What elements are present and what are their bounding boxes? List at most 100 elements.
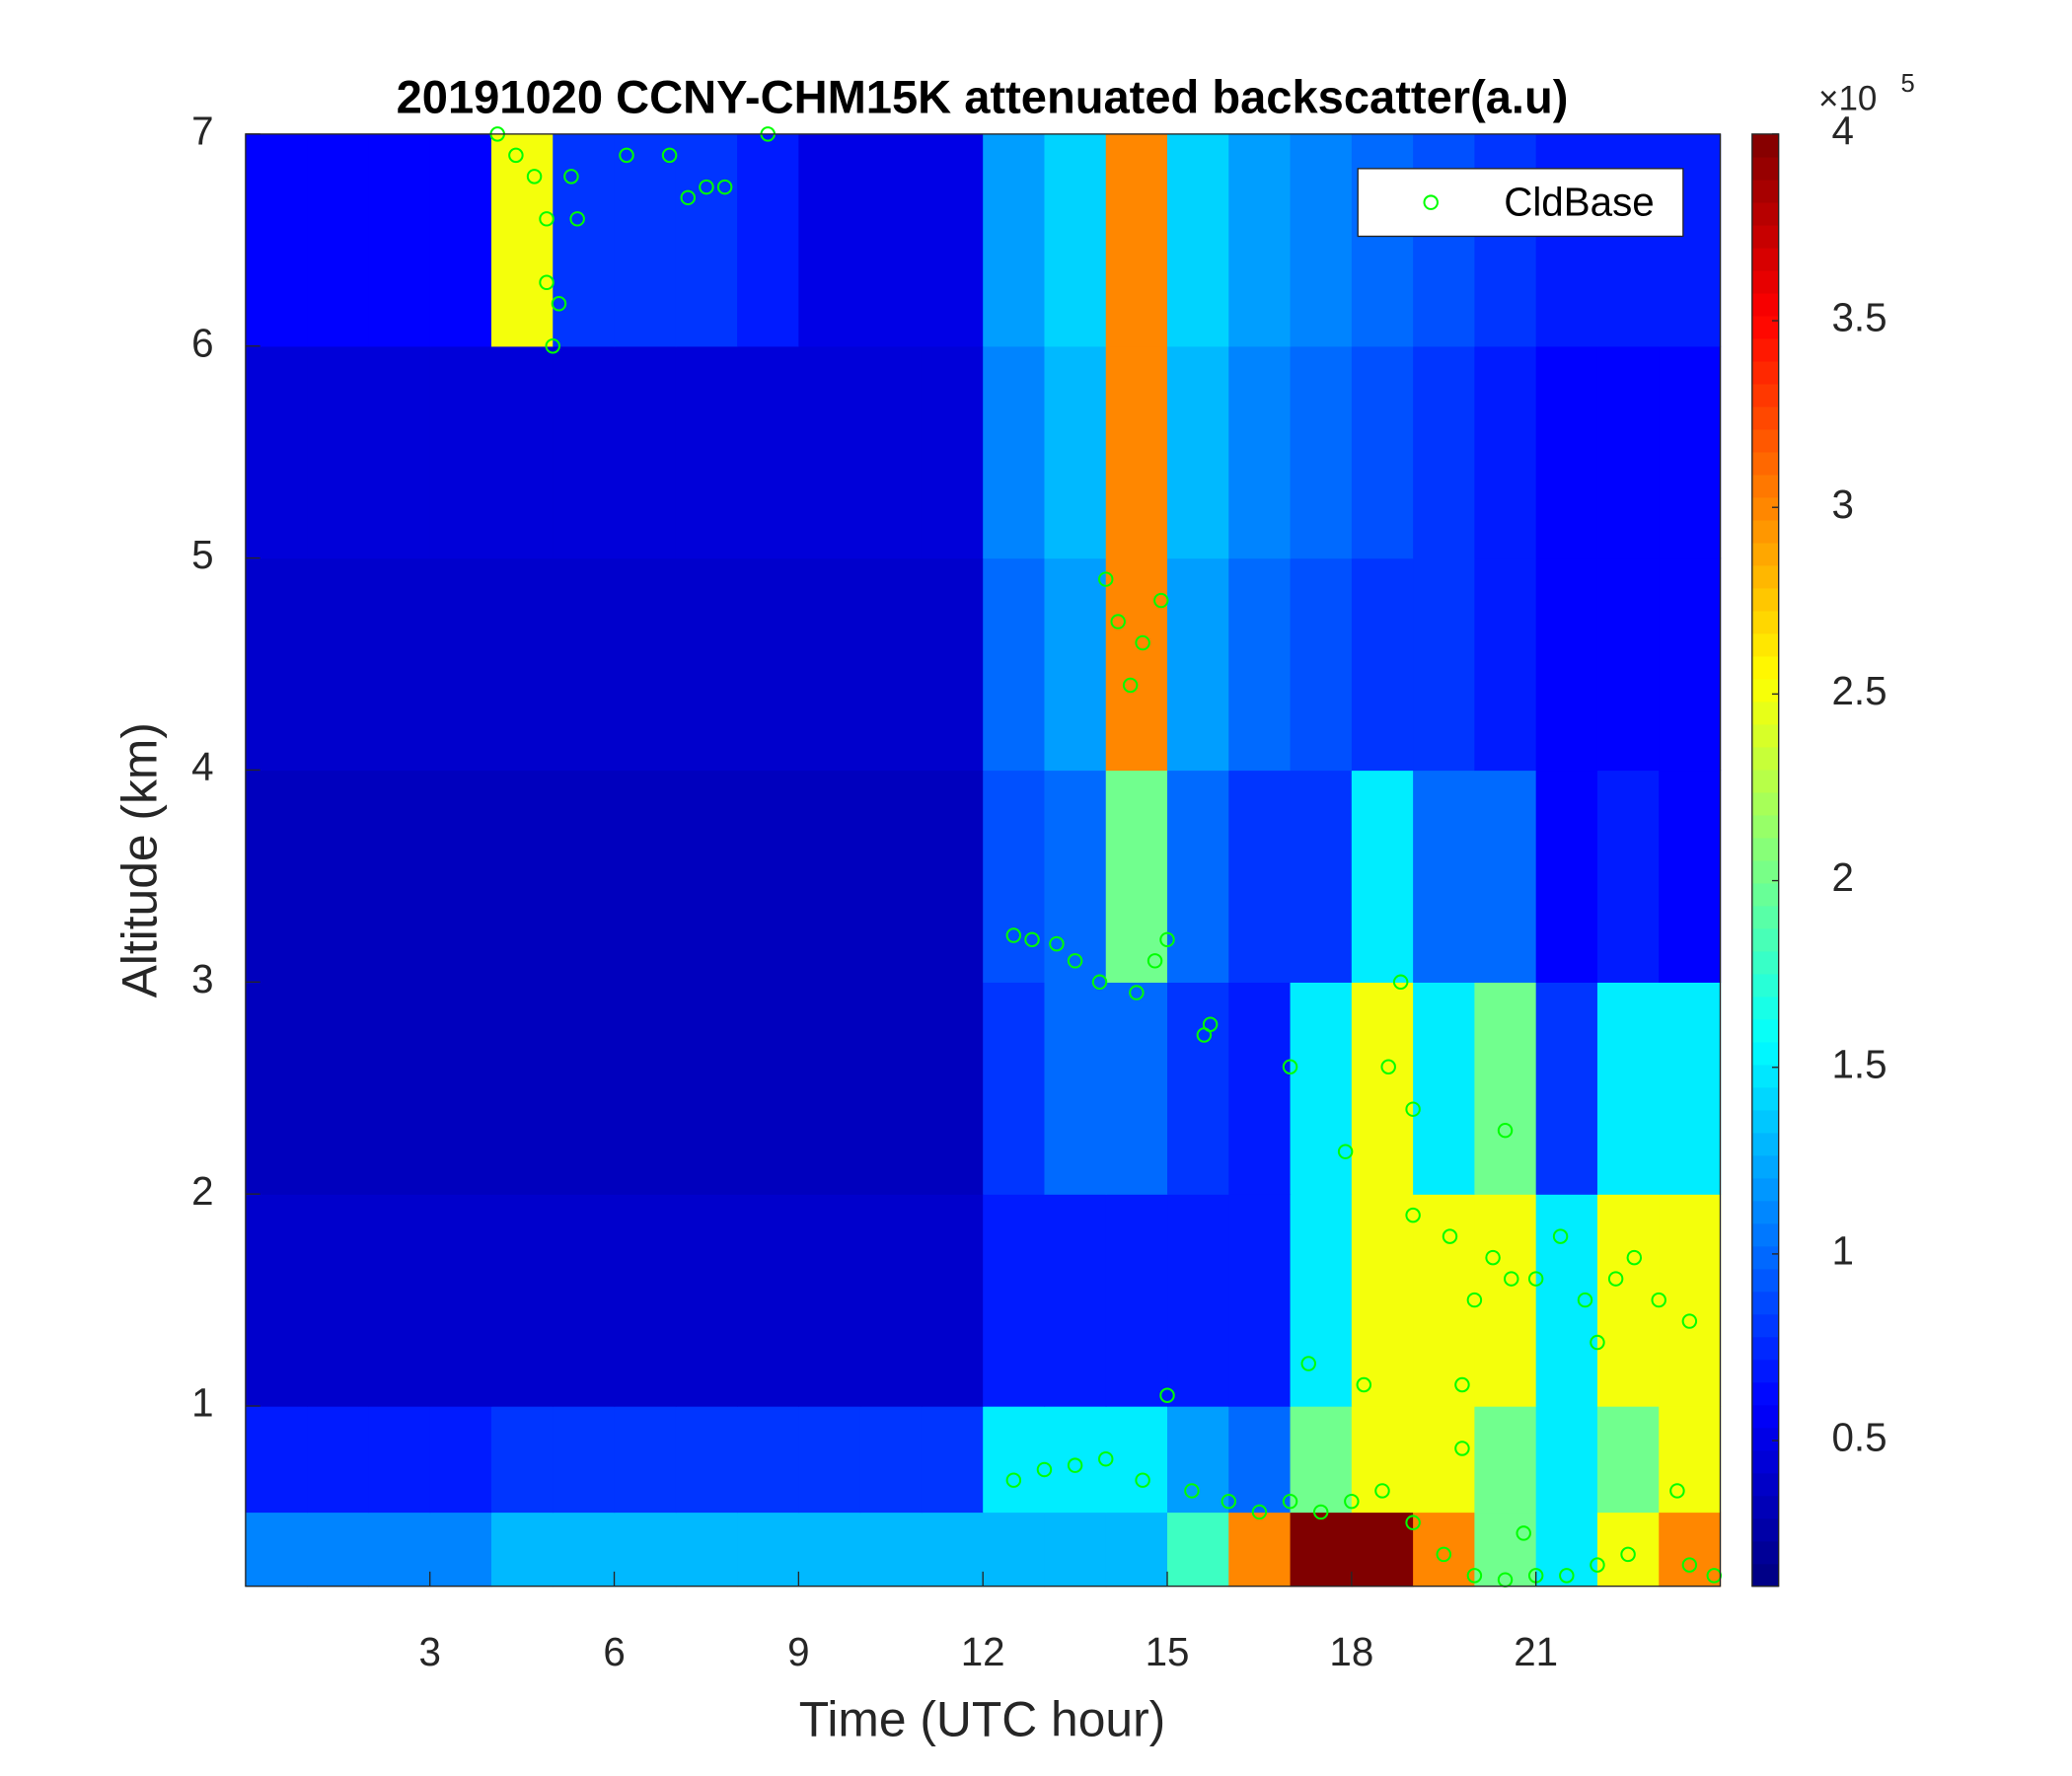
colorbar-tick-label: 2 xyxy=(1832,854,1854,900)
heatmap-cell xyxy=(1044,1194,1107,1407)
cloud-base-point xyxy=(539,274,555,291)
heatmap-cell xyxy=(1105,982,1168,1195)
colorbar-band xyxy=(1751,1018,1779,1043)
heatmap-cell xyxy=(1351,770,1414,983)
cloud-base-point xyxy=(1374,1483,1390,1499)
colorbar-tick-label: 0.5 xyxy=(1832,1415,1887,1460)
cloud-base-point xyxy=(1552,1228,1569,1244)
colorbar-band xyxy=(1751,632,1779,657)
cloud-base-point xyxy=(1202,1016,1219,1032)
heatmap-cell xyxy=(859,345,923,559)
heatmap-cell xyxy=(675,1405,738,1514)
heatmap-cell xyxy=(429,345,492,559)
heatmap-cell xyxy=(921,982,984,1195)
cloud-base-point xyxy=(1681,1557,1698,1573)
colorbar-band xyxy=(1751,1222,1779,1247)
colorbar-band xyxy=(1751,1359,1779,1383)
cloud-base-point xyxy=(1221,1493,1237,1510)
colorbar-band xyxy=(1751,1064,1779,1088)
cloud-base-point xyxy=(1590,1557,1605,1573)
heatmap-cell xyxy=(675,982,738,1195)
heatmap-cell xyxy=(921,133,984,347)
heatmap-cell xyxy=(859,982,923,1195)
colorbar-band xyxy=(1751,1200,1779,1224)
cloud-base-point xyxy=(1620,1546,1636,1563)
cloud-base-point xyxy=(1049,935,1065,952)
heatmap-cell xyxy=(307,345,370,559)
heatmap-cell xyxy=(307,1194,370,1407)
heatmap-cell xyxy=(1167,557,1229,772)
heatmap-cell xyxy=(1290,1194,1353,1407)
heatmap-cell xyxy=(614,1405,677,1514)
colorbar-band xyxy=(1751,701,1779,725)
heatmap-cell xyxy=(1290,345,1353,559)
cloud-base-point xyxy=(1300,1356,1316,1371)
cloud-base-point xyxy=(1153,592,1169,609)
colorbar-band xyxy=(1751,1132,1779,1156)
heatmap-cell xyxy=(490,133,554,347)
cloud-base-point xyxy=(1405,1207,1421,1223)
colorbar-band xyxy=(1751,610,1779,634)
x-axis-label: Time (UTC hour) xyxy=(799,1691,1165,1746)
heatmap-cell xyxy=(798,557,861,772)
heatmap-cell xyxy=(1351,557,1414,772)
colorbar-band xyxy=(1751,360,1779,385)
heatmap-cell xyxy=(368,1405,431,1514)
heatmap-cell xyxy=(1413,1405,1476,1514)
heatmap-cell xyxy=(245,982,308,1195)
heatmap-cell xyxy=(1413,982,1476,1195)
heatmap-cell xyxy=(1659,1405,1722,1514)
heatmap-cell xyxy=(490,1405,554,1514)
heatmap xyxy=(245,133,1722,1588)
heatmap-cell xyxy=(1596,557,1660,772)
heatmap-cell xyxy=(1351,982,1414,1195)
heatmap-cell xyxy=(1351,1194,1414,1407)
heatmap-cell xyxy=(368,770,431,983)
heatmap-cell xyxy=(1659,770,1722,983)
heatmap-cell xyxy=(737,1194,800,1407)
heatmap-cell xyxy=(490,770,554,983)
heatmap-cell xyxy=(1167,1405,1229,1514)
colorbar-band xyxy=(1751,996,1779,1020)
cloud-base-point xyxy=(1091,974,1108,991)
heatmap-cell xyxy=(1535,1405,1598,1514)
heatmap-cell xyxy=(1105,770,1168,983)
colorbar-band xyxy=(1751,1449,1779,1474)
cloud-base-point xyxy=(1454,1376,1470,1393)
colorbar-band xyxy=(1751,406,1779,430)
heatmap-cell xyxy=(983,345,1046,559)
heatmap-cell xyxy=(614,1194,677,1407)
colorbar-band xyxy=(1751,1086,1779,1111)
heatmap-cell xyxy=(1535,982,1598,1195)
cloud-base-point xyxy=(1122,677,1139,694)
cloud-base-point xyxy=(1282,1059,1298,1074)
heatmap-cell xyxy=(429,1405,492,1514)
heatmap-cell xyxy=(1105,1194,1168,1407)
heatmap-cell xyxy=(983,982,1046,1195)
cloud-base-point xyxy=(563,169,579,185)
colorbar-band xyxy=(1751,723,1779,748)
heatmap-cell xyxy=(1351,345,1414,559)
cloud-base-point xyxy=(1607,1271,1624,1287)
cloud-base-point xyxy=(661,147,678,164)
colorbar-multiplier: ×10 xyxy=(1818,79,1877,117)
heatmap-cell xyxy=(368,982,431,1195)
heatmap-cell xyxy=(307,770,370,983)
colorbar-band xyxy=(1751,496,1779,521)
heatmap-cell xyxy=(859,1405,923,1514)
colorbar-band xyxy=(1751,1154,1779,1179)
heatmap-cell xyxy=(859,557,923,772)
heatmap-cell xyxy=(1351,1405,1414,1514)
heatmap-cell xyxy=(1105,345,1168,559)
heatmap-cell xyxy=(983,770,1046,983)
colorbar-band xyxy=(1751,1381,1779,1406)
cloud-base-point xyxy=(1559,1568,1575,1584)
heatmap-cell xyxy=(798,345,861,559)
heatmap-cell xyxy=(1659,345,1722,559)
cloud-base-point xyxy=(1344,1493,1360,1510)
heatmap-cell xyxy=(921,1512,984,1588)
colorbar-band xyxy=(1751,383,1779,407)
heatmap-cell xyxy=(429,133,492,347)
colorbar-band xyxy=(1751,474,1779,498)
